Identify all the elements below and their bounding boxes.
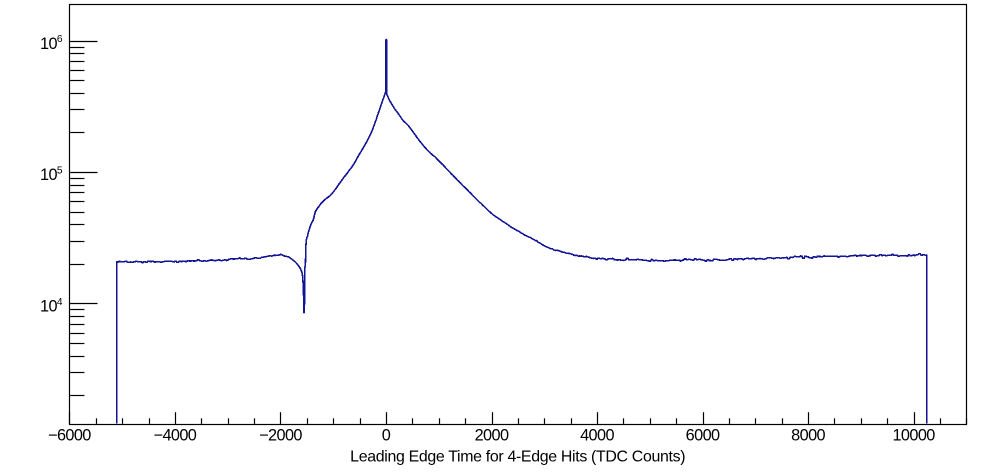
svg-text:2000: 2000 — [475, 427, 509, 445]
svg-text:6000: 6000 — [686, 427, 720, 445]
svg-text:−4000: −4000 — [154, 427, 197, 445]
svg-text:10000: 10000 — [892, 427, 935, 445]
svg-text:−2000: −2000 — [259, 427, 302, 445]
svg-text:0: 0 — [382, 427, 391, 445]
svg-text:4000: 4000 — [580, 427, 614, 445]
svg-text:Leading Edge Time for 4-Edge H: Leading Edge Time for 4-Edge Hits (TDC C… — [350, 449, 685, 466]
svg-text:−6000: −6000 — [48, 427, 91, 445]
svg-text:8000: 8000 — [791, 427, 825, 445]
